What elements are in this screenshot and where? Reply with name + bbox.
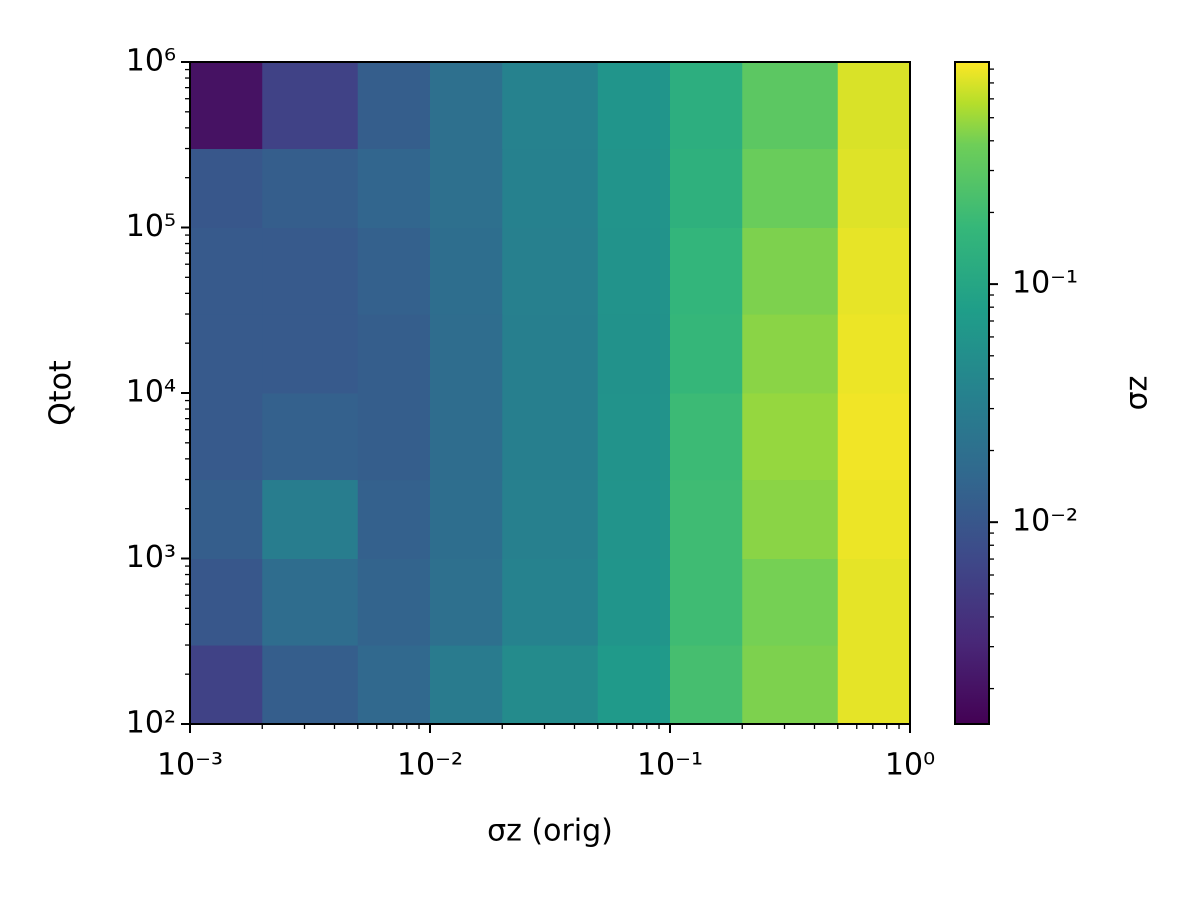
heatmap-cell — [597, 62, 671, 150]
heatmap-cell — [430, 645, 503, 725]
colorbar-tick-label: 10⁻¹ — [1012, 266, 1078, 301]
heatmap-cell — [502, 314, 599, 394]
y-tick-label: 10⁶ — [126, 44, 176, 79]
heatmap-cell — [430, 314, 503, 394]
heatmap-cell — [430, 148, 503, 228]
colorbar-frame — [954, 61, 990, 725]
colorbar-label: σz — [1120, 376, 1155, 411]
heatmap-cell — [742, 393, 839, 481]
heatmap-cell — [837, 314, 911, 394]
heatmap-cell — [837, 479, 911, 559]
heatmap-cell — [502, 479, 599, 559]
heatmap-cell — [670, 558, 743, 646]
heatmap-cell — [837, 393, 911, 481]
heatmap-cell — [430, 479, 503, 559]
heatmap-cell — [357, 393, 431, 481]
y-tick-label: 10⁵ — [126, 209, 176, 244]
heatmap-cell — [430, 227, 503, 315]
heatmap-cell — [190, 227, 263, 315]
heatmap-cell — [742, 645, 839, 725]
heatmap-cell — [190, 645, 263, 725]
heatmap-cell — [597, 227, 671, 315]
heatmap-cell — [670, 393, 743, 481]
heatmap-cell — [837, 645, 911, 725]
heatmap-cell — [430, 558, 503, 646]
heatmap-cell — [190, 393, 263, 481]
heatmap-cell — [597, 314, 671, 394]
x-tick-label: 10⁰ — [885, 748, 935, 783]
heatmap-cell — [837, 62, 911, 150]
heatmap-cell — [502, 227, 599, 315]
heatmap — [190, 62, 911, 725]
heatmap-cell — [190, 479, 263, 559]
heatmap-cell — [262, 148, 359, 228]
heatmap-cell — [430, 62, 503, 150]
heatmap-cell — [597, 479, 671, 559]
y-tick-label: 10² — [126, 706, 176, 741]
heatmap-cell — [262, 62, 359, 150]
heatmap-cell — [262, 393, 359, 481]
heatmap-cell — [597, 558, 671, 646]
heatmap-cell — [190, 314, 263, 394]
heatmap-cell — [262, 479, 359, 559]
heatmap-cell — [502, 393, 599, 481]
heatmap-cell — [837, 148, 911, 228]
heatmap-cell — [190, 62, 263, 150]
y-axis-label: Qtot — [44, 360, 79, 426]
heatmap-cell — [670, 62, 743, 150]
heatmap-cell — [670, 227, 743, 315]
heatmap-cell — [357, 148, 431, 228]
heatmap-cell — [742, 227, 839, 315]
y-tick-label: 10⁴ — [126, 375, 176, 410]
heatmap-cell — [262, 558, 359, 646]
heatmap-cell — [357, 558, 431, 646]
heatmap-cell — [262, 645, 359, 725]
heatmap-cell — [670, 479, 743, 559]
heatmap-cell — [502, 148, 599, 228]
heatmap-cell — [597, 148, 671, 228]
heatmap-cell — [670, 645, 743, 725]
heatmap-cell — [597, 393, 671, 481]
heatmap-cell — [357, 645, 431, 725]
heatmap-cell — [670, 148, 743, 228]
heatmap-cell — [357, 62, 431, 150]
y-tick-label: 10³ — [126, 540, 176, 575]
heatmap-cell — [262, 314, 359, 394]
heatmap-cell — [597, 645, 671, 725]
heatmap-cell — [670, 314, 743, 394]
heatmap-cell — [190, 148, 263, 228]
x-axis-label: σz (orig) — [487, 814, 613, 849]
heatmap-cell — [190, 558, 263, 646]
heatmap-cell — [742, 479, 839, 559]
heatmap-cell — [357, 479, 431, 559]
heatmap-cell — [837, 558, 911, 646]
heatmap-cell — [502, 62, 599, 150]
heatmap-cell — [502, 645, 599, 725]
heatmap-cell — [742, 314, 839, 394]
heatmap-cell — [357, 314, 431, 394]
heatmap-cell — [502, 558, 599, 646]
heatmap-cell — [742, 62, 839, 150]
colorbar — [955, 62, 989, 724]
x-tick-label: 10⁻² — [397, 748, 463, 783]
heatmap-cell — [837, 227, 911, 315]
heatmap-cell — [262, 227, 359, 315]
x-tick-label: 10⁻¹ — [637, 748, 703, 783]
heatmap-cell — [742, 558, 839, 646]
x-tick-label: 10⁻³ — [157, 748, 223, 783]
heatmap-cell — [430, 393, 503, 481]
heatmap-cell — [742, 148, 839, 228]
colorbar-tick-label: 10⁻² — [1012, 504, 1078, 539]
heatmap-cell — [357, 227, 431, 315]
